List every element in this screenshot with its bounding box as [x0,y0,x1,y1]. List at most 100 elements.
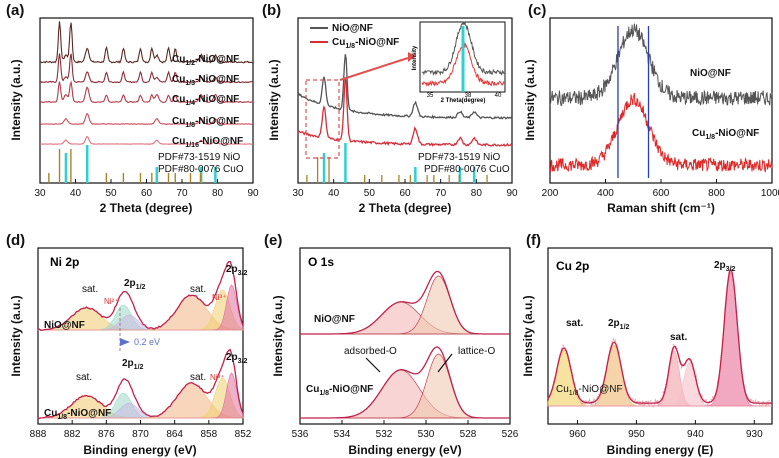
a-ref-cuo-label: PDF#80-0076 CuO [158,164,244,175]
a-ylabel: Intensity (a.u.) [9,59,23,140]
b-legend-2: Cu1/8-NiO@NF [332,37,399,50]
e-xtick-label-2: 532 [376,429,393,440]
a-ref-nio-label: PDF#73-1519 NiO [158,152,240,163]
c-xtick-label-2: 600 [653,188,670,199]
chart-e-frame [299,247,511,425]
c-ylabel: Intensity (a.u.) [523,59,537,140]
b-zoom-arrow [339,57,409,81]
a-series-0 [39,21,254,64]
d-2p12-2: 2p1/2 [122,358,144,371]
b-xtick-label-4: 70 [435,188,447,199]
d-ni3-2: Ni³⁺ [210,373,224,382]
b-zoom-box [305,79,340,159]
a-series-1 [39,53,254,84]
a-series-4 [39,135,254,145]
b-ref-nio-label: PDF#73-1519 NiO [418,152,500,163]
a-series-3 [39,112,254,125]
f-xtick-label-2: 940 [687,429,704,440]
d-shift-label: 0.2 eV [134,337,160,347]
b-inset-series-0 [421,21,505,77]
f-title: Cu 2p [556,259,589,273]
d-xtick-label-0: 888 [30,429,47,440]
a-xtick-label-0: 30 [34,188,46,199]
f-sat-2: sat. [670,332,687,343]
d-xtick-label-1: 882 [64,429,81,440]
f-xtick-label-0: 960 [569,429,586,440]
chart-d: 888 882 876 870 864 858 852 Ni 2p sat. 2p1/2 s… [9,247,252,457]
f-ylabel: Intensity (a.u.) [521,295,535,376]
e-adsorbed-arrow [365,357,381,373]
c-legend-2: Cu1/8-NiO@NF [692,128,759,141]
d-shift-arrow [120,338,130,346]
panel-label-e: (e) [264,232,283,249]
panel-label-a: (a) [6,2,25,19]
e-xtick-label-4: 528 [460,429,477,440]
d-xtick-label-5: 858 [200,429,217,440]
b-ylabel: Intensity (a.u.) [267,59,281,140]
d-2p32-2: 2p3/2 [226,352,248,365]
e-lattice-arrow [437,353,453,373]
d-sat-3: sat. [76,372,92,383]
b-xtick-label-6: 90 [506,188,518,199]
chart-b: 30 40 50 60 70 80 90 NiO@NF Cu1/8-NiO@NF 2 The… [267,17,518,215]
a-legend-3: Cu1/4-NiO@NF [172,94,239,107]
d-comp-1-5 [38,372,244,419]
f-xlabel: Binding energy (E) [607,443,714,457]
b-series-1 [297,78,513,148]
d-envelope-0 [38,261,244,331]
c-xtick-label-0: 200 [542,188,559,199]
f-sat-1: sat. [566,318,583,329]
d-sat-2: sat. [190,284,206,295]
b-xtick-label-1: 40 [328,188,340,199]
f-2p12: 2p1/2 [608,318,630,331]
f-sample: Cu1/8-NiO@NF [556,384,623,397]
e-envelope-0 [300,270,510,335]
panel-label-f: (f) [526,232,541,249]
b-ref-cuo-label: PDF#80-0076 CuO [424,164,510,175]
d-ylabel: Intensity (a.u.) [9,295,23,376]
b-xlabel: 2 Theta (degree) [359,201,452,215]
a-legend-5: Cu1/16-NiO@NF [172,136,243,149]
c-series-0 [549,23,773,106]
e-adsorbed: adsorbed-O [344,346,397,357]
e-xtick-label-1: 534 [334,429,351,440]
a-xtick-label-1: 40 [70,188,82,199]
d-sample-1: NiO@NF [44,320,85,331]
e-sample-2: Cu1/8-NiO@NF [306,384,373,397]
d-xtick-label-2: 876 [98,429,115,440]
b-inset-tick-2: 38 [465,93,472,99]
e-xlabel: Binding energy (eV) [348,443,461,457]
d-xtick-label-4: 864 [166,429,183,440]
e-ylabel: Intensity (a.u.) [271,295,285,376]
panel-label-d: (d) [6,232,26,249]
c-xlabel: Raman shift (cm⁻¹) [607,201,715,215]
a-xtick-label-4: 70 [176,188,188,199]
panel-label-b: (b) [262,2,282,19]
a-xlabel: 2 Theta (degree) [100,201,193,215]
a-series-2 [39,80,254,104]
d-sat-1: sat. [82,284,98,295]
a-legend-2: Cu1/3-NiO@NF [172,74,239,87]
panel-label-c: (c) [528,2,547,19]
chart-a: 30 40 50 60 70 80 90 Cu1/2-NiO@NF Cu1/3-NiO@NF… [9,17,259,215]
a-legend-1: Cu1/2-NiO@NF [172,54,239,67]
chart-f: 960 950 940 930 Cu 2p sat. 2p1/2 sat. 2p3/2… [521,247,773,457]
e-sample-1: NiO@NF [314,314,355,325]
d-xlabel: Binding energy (eV) [83,443,196,457]
e-xtick-label-5: 526 [502,429,519,440]
chart-d-frame [37,247,244,425]
e-envelope-1 [300,346,510,419]
b-inset-tick-3: 40 [495,93,502,99]
d-title: Ni 2p [50,255,79,269]
d-sample-2: Cu1/8-NiO@NF [44,408,111,421]
d-2p12-1: 2p1/2 [124,278,146,291]
chart-e: 536 534 532 530 528 526 O 1s NiO@NF adsorbed-… [271,247,519,457]
a-xtick-label-6: 90 [247,188,259,199]
chart-f-frame [547,247,773,425]
chart-c: 200 400 600 800 1000 NiO@NF Cu1/8-NiO@NF Ram… [523,17,779,215]
c-xtick-label-1: 400 [597,188,614,199]
e-xtick-label-0: 536 [292,429,309,440]
b-legend-1: NiO@NF [332,23,373,34]
d-sat-4: sat. [190,372,206,383]
a-xtick-label-3: 60 [141,188,153,199]
